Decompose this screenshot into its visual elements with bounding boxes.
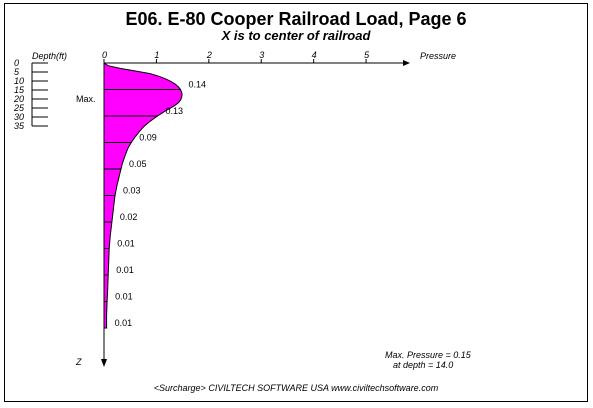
chart-frame xyxy=(4,3,588,402)
level-lines xyxy=(104,89,181,329)
depth-tick-label: 20 xyxy=(13,94,24,104)
level-label: 0.01 xyxy=(115,318,133,328)
max-pressure-text: Max. Pressure = 0.15 xyxy=(385,350,472,360)
level-label: 0.09 xyxy=(139,133,157,143)
level-labels: 0.14 0.13 0.09 0.05 0.03 0.02 0.01 0.01 0.01 0.01 xyxy=(115,80,206,329)
level-label: 0.05 xyxy=(129,159,147,169)
depth-tick-label: 15 xyxy=(14,85,25,95)
x-tick-label: 1 xyxy=(154,50,159,60)
max-marker-label: Max. xyxy=(76,94,96,104)
x-tick-label: 3 xyxy=(259,50,264,60)
level-label: 0.14 xyxy=(189,80,207,90)
level-label: 0.01 xyxy=(115,292,133,302)
x-axis-label: Pressure xyxy=(420,51,456,61)
level-label: 0.02 xyxy=(120,212,138,222)
x-tick-label: 2 xyxy=(206,50,212,60)
chart-subtitle: X is to center of railroad xyxy=(221,28,372,43)
depth-tick-label: 30 xyxy=(14,112,24,122)
x-ticks: 0 1 2 3 4 5 xyxy=(102,50,370,63)
pressure-area-shape xyxy=(103,62,183,329)
x-tick-label: 0 xyxy=(102,50,107,60)
chart-title: E06. E-80 Cooper Railroad Load, Page 6 xyxy=(125,9,466,29)
depth-tick-label: 0 xyxy=(14,58,19,68)
x-tick-label: 5 xyxy=(364,50,370,60)
depth-tick-label: 10 xyxy=(14,76,24,86)
depth-tick-label: 35 xyxy=(14,121,25,131)
z-axis-arrow-icon xyxy=(101,359,107,367)
x-tick-label: 4 xyxy=(312,50,317,60)
level-label: 0.01 xyxy=(117,239,135,249)
depth-tick-label: 25 xyxy=(13,103,25,113)
level-label: 0.03 xyxy=(123,186,141,196)
depth-tick-label: 5 xyxy=(14,67,20,77)
max-depth-text: at depth = 14.0 xyxy=(393,360,453,370)
z-axis-label: Z xyxy=(75,357,82,367)
depth-scale-label: Depth(ft) xyxy=(32,51,67,61)
pressure-area xyxy=(103,62,183,329)
footer-text: <Surcharge> CIVILTECH SOFTWARE USA www.c… xyxy=(154,383,439,393)
level-label: 0.13 xyxy=(165,106,183,116)
level-label: 0.01 xyxy=(116,265,134,275)
x-axis-arrow-icon xyxy=(403,60,410,66)
